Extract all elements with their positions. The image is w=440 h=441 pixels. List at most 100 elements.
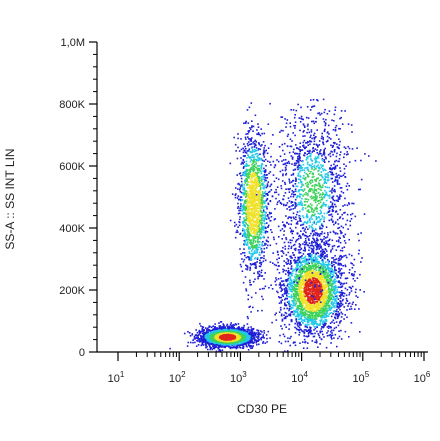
event-dot (242, 174, 245, 176)
event-dot (263, 187, 265, 190)
event-dot (201, 327, 204, 330)
event-dot (234, 333, 236, 335)
event-dot (348, 253, 351, 256)
event-dot (286, 263, 289, 265)
event-dot (183, 332, 186, 335)
event-dot (348, 336, 350, 338)
event-dot (291, 232, 294, 235)
event-dot (259, 232, 262, 235)
event-dot (259, 246, 261, 249)
event-dot (255, 292, 257, 294)
event-dot (253, 251, 256, 253)
event-dot (335, 258, 338, 260)
event-dot (286, 290, 289, 292)
event-dot (217, 344, 219, 346)
event-dot (263, 332, 266, 334)
event-dot (235, 345, 238, 348)
event-dot (238, 332, 240, 334)
event-dot (204, 335, 207, 337)
event-dot (248, 344, 250, 347)
event-dot (251, 245, 254, 247)
event-dot (233, 341, 236, 343)
event-dot (218, 322, 220, 324)
event-dot (256, 177, 258, 179)
event-dot (250, 296, 253, 299)
event-dot (255, 336, 258, 338)
event-dot (241, 344, 243, 346)
event-dot (256, 258, 259, 261)
event-dot (262, 342, 264, 344)
event-dot (246, 170, 249, 172)
event-dot (266, 341, 268, 343)
event-dot (328, 260, 330, 263)
event-dot (284, 298, 286, 301)
event-dot (312, 245, 315, 247)
event-dot (263, 149, 265, 151)
event-dot (343, 282, 346, 285)
event-dot (254, 207, 256, 210)
event-dot (258, 222, 260, 224)
event-dot (259, 192, 261, 194)
event-dot (207, 327, 209, 330)
event-dot (330, 342, 332, 344)
event-dot (303, 331, 306, 333)
event-dot (266, 215, 269, 217)
event-dot (218, 342, 221, 345)
event-dot (255, 222, 257, 224)
event-dot (351, 254, 353, 257)
event-dot (245, 334, 248, 336)
event-dot (246, 234, 249, 236)
event-dot (219, 335, 222, 338)
event-dot (262, 229, 265, 231)
event-dot (315, 339, 318, 341)
event-dot (264, 242, 266, 245)
event-dot (304, 263, 307, 265)
event-dot (336, 315, 339, 318)
event-dot (339, 322, 341, 324)
event-dot (225, 335, 227, 338)
event-dot (304, 255, 307, 258)
event-dot (244, 342, 246, 344)
event-dot (236, 337, 239, 340)
event-dot (223, 343, 226, 346)
event-dot (202, 340, 205, 343)
event-dot (239, 248, 241, 250)
event-dot (225, 330, 228, 332)
event-dot (265, 149, 267, 152)
event-dot (222, 327, 225, 330)
event-dot (224, 331, 227, 333)
event-dot (307, 253, 309, 255)
event-dot (227, 334, 229, 336)
event-dot (258, 251, 261, 254)
event-dot (298, 251, 300, 253)
event-dot (337, 337, 339, 340)
event-dot (322, 333, 324, 336)
event-dot (340, 273, 343, 276)
event-dot (247, 211, 249, 214)
event-dot (225, 331, 228, 333)
event-dot (201, 343, 204, 346)
event-dot (212, 335, 215, 337)
event-dot (254, 158, 257, 161)
event-dot (227, 338, 229, 340)
event-dot (257, 159, 260, 162)
event-dot (338, 312, 341, 315)
event-dot (288, 279, 290, 282)
event-dot (241, 229, 244, 232)
event-dot (245, 163, 248, 165)
event-dot (205, 337, 207, 339)
event-dot (280, 325, 282, 327)
event-dot (250, 311, 252, 313)
event-dot (245, 288, 247, 290)
event-dot (252, 248, 254, 251)
event-dot (286, 284, 289, 287)
event-dot (261, 132, 263, 135)
event-dot (353, 258, 356, 261)
event-dot (226, 332, 229, 334)
event-dot (349, 286, 352, 289)
event-dot (335, 313, 337, 315)
event-dot (202, 338, 205, 340)
event-dot (255, 223, 258, 226)
event-dot (243, 203, 245, 206)
event-dot (314, 254, 317, 256)
